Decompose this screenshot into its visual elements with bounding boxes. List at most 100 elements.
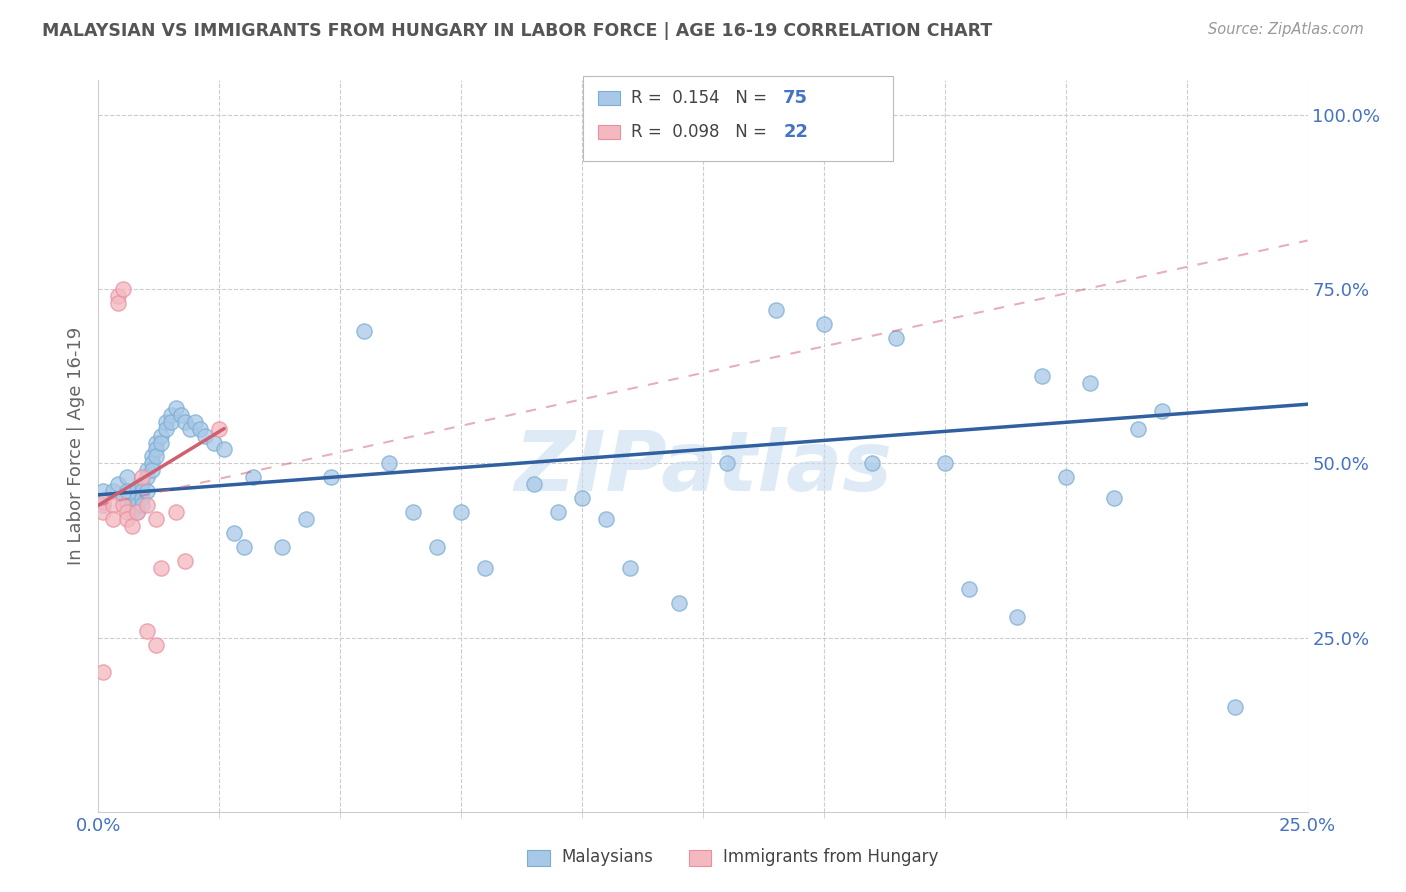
Point: [547, 505, 569, 519]
Point: [135, 463, 157, 477]
Point: [145, 638, 167, 652]
Point: [127, 505, 149, 519]
Point: [426, 540, 449, 554]
Point: [160, 408, 183, 422]
Point: [141, 457, 163, 471]
Point: [571, 491, 593, 506]
Point: [127, 505, 149, 519]
Point: [117, 470, 139, 484]
Point: [135, 624, 157, 638]
Point: [91, 505, 114, 519]
Point: [212, 442, 235, 457]
Point: [91, 665, 114, 680]
Point: [141, 450, 163, 464]
Point: [131, 477, 153, 491]
Point: [145, 512, 167, 526]
Point: [165, 401, 187, 415]
Point: [101, 498, 124, 512]
Text: Source: ZipAtlas.com: Source: ZipAtlas.com: [1208, 22, 1364, 37]
Point: [91, 494, 114, 508]
Point: [174, 415, 197, 429]
Point: [160, 415, 183, 429]
Point: [111, 282, 134, 296]
Point: [860, 457, 883, 471]
Point: [145, 450, 167, 464]
Point: [155, 421, 177, 435]
Point: [131, 498, 153, 512]
Point: [101, 512, 124, 526]
Point: [232, 540, 254, 554]
Point: [886, 331, 908, 345]
Point: [204, 435, 226, 450]
Point: [208, 421, 231, 435]
Point: [1152, 404, 1174, 418]
Text: Malaysians: Malaysians: [561, 848, 652, 866]
Point: [135, 484, 157, 499]
Point: [91, 484, 114, 499]
Point: [813, 317, 835, 331]
Point: [111, 491, 134, 506]
Point: [145, 435, 167, 450]
Point: [131, 470, 153, 484]
Point: [222, 526, 245, 541]
Point: [150, 435, 173, 450]
Point: [1078, 376, 1101, 391]
Point: [135, 498, 157, 512]
Point: [1102, 491, 1125, 506]
Point: [135, 470, 157, 484]
Point: [91, 498, 114, 512]
Point: [117, 484, 139, 499]
Point: [165, 505, 187, 519]
Text: Immigrants from Hungary: Immigrants from Hungary: [723, 848, 938, 866]
Point: [595, 512, 617, 526]
Point: [295, 512, 318, 526]
Y-axis label: In Labor Force | Age 16-19: In Labor Force | Age 16-19: [66, 326, 84, 566]
Point: [188, 421, 211, 435]
Point: [319, 470, 342, 484]
Text: MALAYSIAN VS IMMIGRANTS FROM HUNGARY IN LABOR FORCE | AGE 16-19 CORRELATION CHAR: MALAYSIAN VS IMMIGRANTS FROM HUNGARY IN …: [42, 22, 993, 40]
Point: [155, 415, 177, 429]
Point: [174, 554, 197, 568]
Point: [194, 428, 217, 442]
Point: [179, 421, 201, 435]
Point: [121, 519, 143, 533]
Text: R =  0.098   N =: R = 0.098 N =: [631, 123, 772, 141]
Text: R =  0.154   N =: R = 0.154 N =: [631, 89, 772, 107]
Point: [242, 470, 264, 484]
Point: [121, 505, 143, 519]
Point: [150, 428, 173, 442]
Point: [131, 484, 153, 499]
Point: [145, 442, 167, 457]
Point: [957, 582, 980, 596]
Point: [353, 324, 375, 338]
Point: [1031, 369, 1053, 384]
Point: [1054, 470, 1077, 484]
Point: [474, 561, 496, 575]
Point: [107, 296, 129, 310]
Point: [121, 498, 143, 512]
Point: [127, 491, 149, 506]
Point: [765, 303, 787, 318]
Point: [716, 457, 738, 471]
Point: [523, 477, 546, 491]
Point: [402, 505, 425, 519]
Point: [150, 561, 173, 575]
Text: 22: 22: [783, 123, 808, 141]
Point: [1007, 609, 1029, 624]
Point: [127, 484, 149, 499]
Point: [450, 505, 472, 519]
Point: [107, 477, 129, 491]
Point: [131, 491, 153, 506]
Point: [184, 415, 207, 429]
Point: [377, 457, 399, 471]
Point: [1128, 421, 1150, 435]
Point: [668, 596, 690, 610]
Point: [141, 463, 163, 477]
Point: [127, 498, 149, 512]
Point: [934, 457, 956, 471]
Point: [619, 561, 641, 575]
Point: [117, 505, 139, 519]
Point: [169, 408, 191, 422]
Text: 75: 75: [783, 89, 808, 107]
Point: [271, 540, 294, 554]
